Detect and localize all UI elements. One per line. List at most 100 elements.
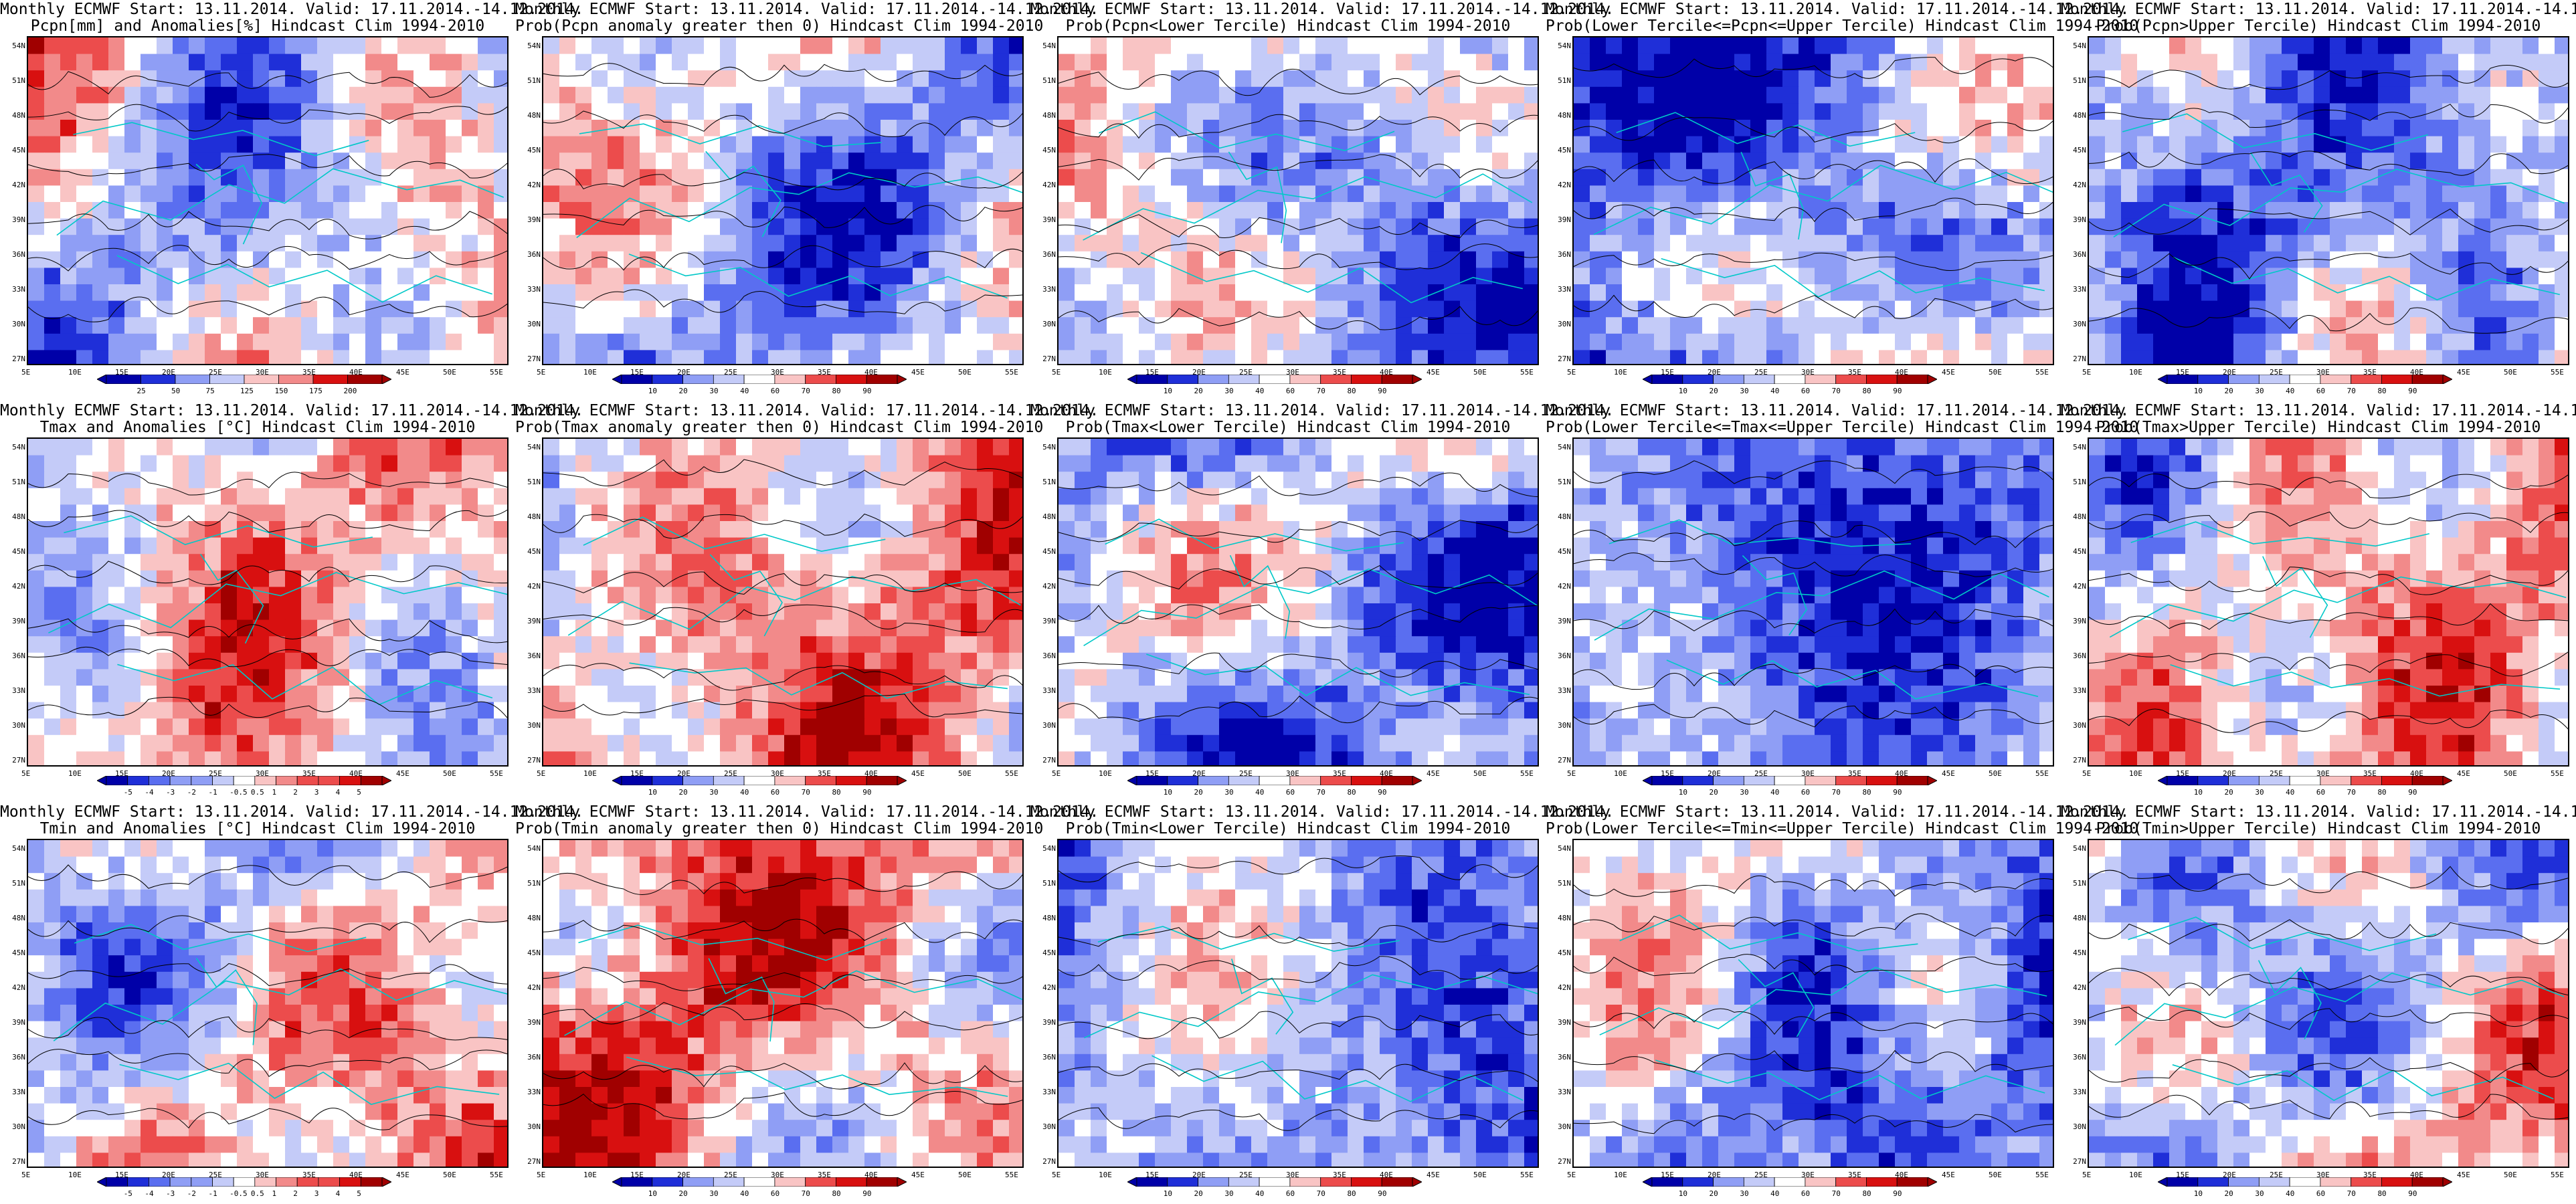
field-cell (672, 455, 688, 472)
field-cell (2474, 86, 2491, 104)
field-cell (381, 153, 398, 170)
field-cell (92, 455, 109, 472)
field-cell (2555, 300, 2568, 318)
colorbar-tick-label: 80 (832, 387, 841, 395)
field-cell (1219, 472, 1236, 489)
field-cell (848, 37, 865, 55)
field-cell (2105, 185, 2122, 203)
field-cell (1283, 268, 1300, 285)
field-cell (124, 439, 141, 456)
field-cell (1863, 235, 1879, 252)
field-cell (688, 185, 705, 203)
field-cell (736, 86, 753, 104)
field-cell (1734, 185, 1751, 203)
field-cell (1075, 251, 1091, 268)
field-cell (1863, 185, 1879, 203)
field-cell (60, 554, 77, 571)
field-cell (1670, 86, 1687, 104)
field-cell (1879, 284, 1896, 302)
field-cell (640, 554, 656, 571)
field-cell (1460, 54, 1477, 71)
field-cell (381, 521, 398, 538)
colorbar-swatch (1774, 375, 1806, 384)
field-cell (381, 570, 398, 587)
field-cell (2442, 136, 2459, 153)
field-cell (1155, 521, 1172, 538)
field-cell (1927, 268, 1944, 285)
field-cell (1315, 636, 1332, 654)
field-cell (961, 587, 978, 604)
field-cell (897, 439, 913, 456)
field-cell (2217, 54, 2234, 71)
field-cell (2426, 317, 2443, 334)
field-cell (1654, 235, 1671, 252)
colorbar-left-arrow (612, 375, 622, 384)
field-cell (381, 439, 398, 456)
field-cell (591, 439, 608, 456)
field-cell (237, 169, 254, 186)
field-cell (446, 702, 462, 719)
field-cell (704, 734, 721, 752)
field-cell (720, 603, 737, 621)
field-cell (1348, 86, 1364, 104)
field-cell (221, 455, 238, 472)
lat-tick-label: 33N (1042, 285, 1056, 294)
field-cell (897, 317, 913, 334)
field-cell (1315, 350, 1332, 364)
field-cell (173, 619, 189, 637)
field-cell (1975, 284, 1992, 302)
field-cell (929, 619, 945, 637)
field-cell (2555, 350, 2568, 364)
field-cell (1107, 554, 1123, 571)
field-cell (1670, 350, 1687, 364)
field-cell (1718, 136, 1735, 153)
contour-line (28, 696, 507, 718)
field-cell (1235, 455, 1252, 472)
field-cell (333, 284, 350, 302)
field-cell (141, 554, 157, 571)
coastline (2173, 256, 2560, 301)
field-cell (913, 751, 929, 765)
field-cell (543, 317, 560, 334)
field-cell (2330, 251, 2347, 268)
contour-line (28, 71, 507, 98)
field-cell (413, 70, 430, 88)
field-cell (1428, 504, 1445, 522)
field-cell (173, 702, 189, 719)
colorbar-tick-label: 1 (272, 788, 277, 797)
field-cell (2426, 37, 2443, 55)
field-cell (961, 619, 978, 637)
field-cell (768, 718, 785, 736)
field-cell (92, 350, 109, 364)
field-cell (977, 537, 994, 555)
field-cell (1831, 70, 1847, 88)
field-cell (333, 86, 350, 104)
field-cell (1331, 619, 1348, 637)
field-cell (864, 136, 881, 153)
field-cell (1492, 537, 1509, 555)
field-cell (864, 317, 881, 334)
field-cell (752, 554, 769, 571)
field-cell (1524, 333, 1538, 350)
field-cell (28, 652, 45, 670)
field-cell (189, 439, 205, 456)
colorbar-swatch (1289, 375, 1321, 384)
colorbar-tick-label: 10 (648, 387, 658, 395)
field-cell (1734, 284, 1751, 302)
field-cell (1009, 439, 1022, 456)
field-cell (2153, 86, 2170, 104)
field-cell (189, 455, 205, 472)
field-cell (1331, 504, 1348, 522)
field-cell (1622, 37, 1639, 55)
field-cell (1590, 268, 1606, 285)
field-cell (189, 636, 205, 654)
field-cell (1155, 300, 1172, 318)
field-cell (1187, 202, 1204, 219)
field-cell (1380, 619, 1396, 637)
field-cell (1622, 153, 1639, 170)
field-cell (157, 136, 173, 153)
field-cell (1911, 86, 1928, 104)
field-cell (189, 718, 205, 736)
field-cell (317, 218, 334, 235)
field-cell (44, 554, 61, 571)
